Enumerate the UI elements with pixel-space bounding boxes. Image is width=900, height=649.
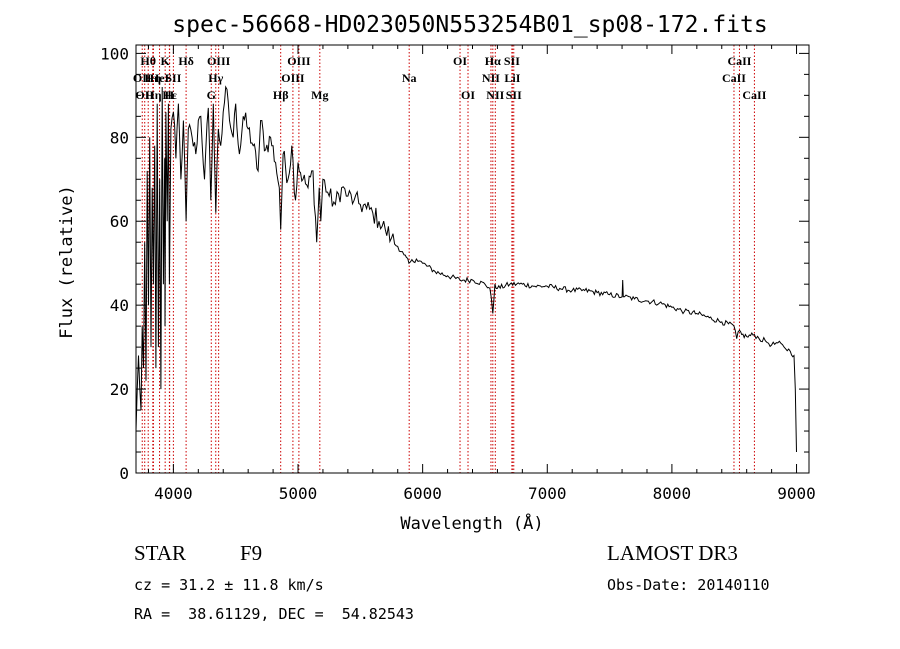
line-label-10: Hδ xyxy=(178,54,194,68)
ra-dec: RA = 38.61129, DEC = 54.82543 xyxy=(134,605,414,623)
x-axis-label: Wavelength (Å) xyxy=(400,512,543,534)
line-label-24: SII xyxy=(504,54,520,68)
y-tick-label-0: 0 xyxy=(119,464,129,483)
y-tick-label-1: 20 xyxy=(110,380,129,399)
line-label-19: OI xyxy=(453,54,467,68)
x-tick-label-4: 8000 xyxy=(653,484,692,503)
line-label-16: OIII xyxy=(287,54,311,68)
line-label-3: Hη xyxy=(145,71,161,85)
line-label-26: SII xyxy=(506,88,522,102)
observation-date: Obs-Date: 20140110 xyxy=(607,576,770,594)
line-label-28: CaII xyxy=(727,54,751,68)
line-label-21: NII xyxy=(482,71,500,85)
y-tick-label-5: 100 xyxy=(100,44,129,63)
line-label-20: OI xyxy=(461,88,475,102)
line-label-4: Hη xyxy=(145,88,161,102)
y-tick-label-3: 60 xyxy=(110,212,129,231)
redshift-cz: cz = 31.2 ± 11.8 km/s xyxy=(134,576,324,594)
line-labels: OIIOIIHθHηHηHeIKHHεSIIHδGHγOIIIHβOIIIOII… xyxy=(133,54,767,102)
x-tick-label-3: 7000 xyxy=(528,484,567,503)
y-tick-label-2: 40 xyxy=(110,296,129,315)
y-tick-label-4: 80 xyxy=(110,128,129,147)
x-tick-label-5: 9000 xyxy=(777,484,816,503)
line-label-23: NII xyxy=(486,88,504,102)
line-label-29: CaII xyxy=(742,88,766,102)
line-label-14: Hβ xyxy=(273,88,289,102)
line-label-18: Na xyxy=(402,71,417,85)
line-label-6: K xyxy=(160,54,170,68)
line-label-27: CaII xyxy=(722,71,746,85)
line-label-13: OIII xyxy=(207,54,231,68)
line-label-8: Hε xyxy=(162,88,176,102)
line-label-15: OIII xyxy=(281,71,305,85)
line-label-17: Mg xyxy=(311,88,328,102)
object-class: STAR xyxy=(134,541,186,565)
line-label-5: HeI xyxy=(150,71,170,85)
x-tick-label-0: 4000 xyxy=(154,484,193,503)
y-axis-label: Flux (relative) xyxy=(57,185,77,339)
x-axis: 4000 5000 6000 7000 8000 9000 xyxy=(147,45,816,503)
y-axis: 0 20 40 60 80 100 xyxy=(100,44,809,483)
line-label-11: G xyxy=(207,88,216,102)
line-label-25: LiI xyxy=(504,71,520,85)
line-markers xyxy=(141,45,755,473)
survey-name: LAMOST DR3 xyxy=(607,541,738,565)
plot-frame xyxy=(135,44,810,474)
line-label-22: Hα xyxy=(485,54,501,68)
chart-title: spec-56668-HD023050N553254B01_sp08-172.f… xyxy=(172,12,767,38)
line-label-1: OII xyxy=(135,88,154,102)
x-tick-label-1: 5000 xyxy=(279,484,318,503)
line-label-9: SII xyxy=(165,71,181,85)
line-label-2: Hθ xyxy=(140,54,156,68)
object-subclass: F9 xyxy=(240,541,262,565)
line-label-7: H xyxy=(165,88,175,102)
line-label-12: Hγ xyxy=(208,71,223,85)
x-tick-label-2: 6000 xyxy=(403,484,442,503)
flux-series-line xyxy=(135,85,797,453)
